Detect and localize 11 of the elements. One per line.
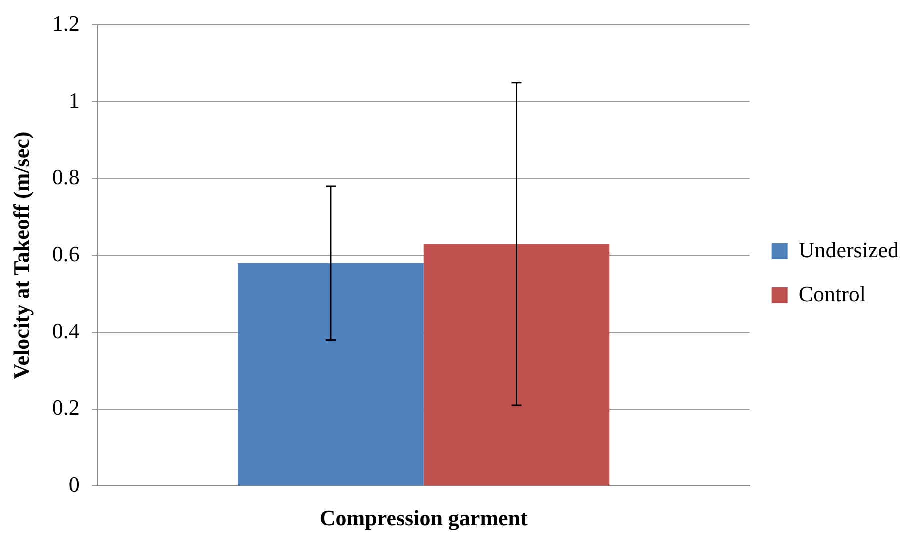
x-axis-title: Compression garment [320,505,529,530]
y-axis-title: Velocity at Takeoff (m/sec) [8,132,34,380]
y-tick-label: 0.2 [52,395,80,420]
legend-label: Undersized [798,237,900,262]
y-tick-label: 0 [68,472,80,497]
y-tick-label: 0.4 [52,318,80,344]
legend-label: Control [798,281,866,306]
y-tick-label: 0.6 [52,241,80,266]
y-tick-label: 1.2 [52,10,80,36]
y-tick-label: 1 [68,88,80,113]
y-tick-label: 0.8 [52,164,80,190]
